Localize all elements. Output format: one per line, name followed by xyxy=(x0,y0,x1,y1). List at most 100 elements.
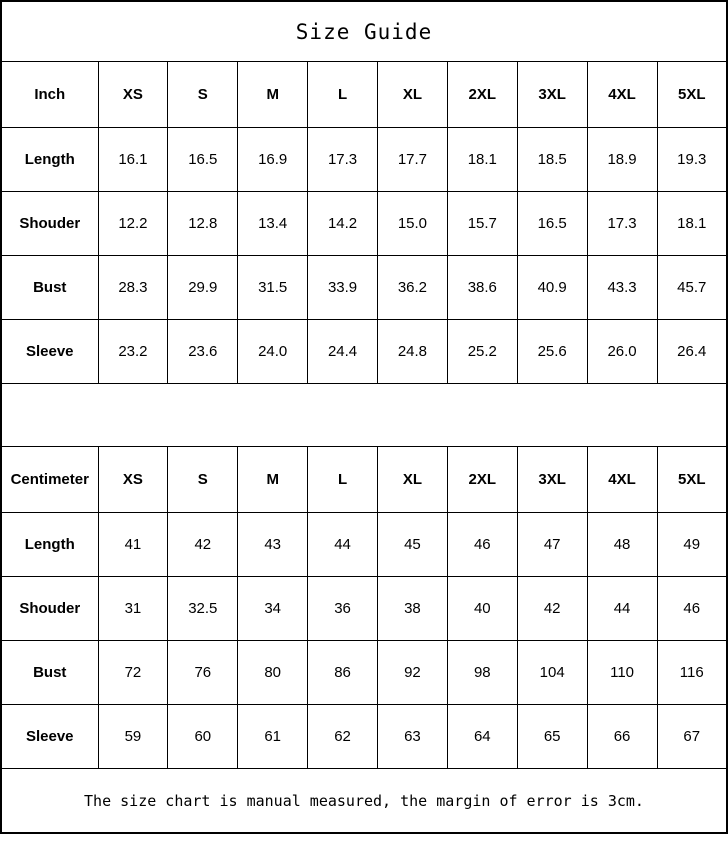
size-column-header: M xyxy=(237,446,309,513)
measurement-label: Length xyxy=(0,127,99,192)
size-column-header: 2XL xyxy=(446,446,518,513)
size-column-header: L xyxy=(307,446,378,513)
measurement-value: 34 xyxy=(237,576,309,641)
measurement-value: 12.2 xyxy=(97,191,169,256)
measurement-value: 42 xyxy=(516,576,588,641)
measurement-value: 16.9 xyxy=(237,127,309,192)
measurement-value: 62 xyxy=(307,704,378,769)
measurement-value: 17.3 xyxy=(586,191,658,256)
measurement-label: Sleeve xyxy=(0,704,99,769)
size-column-header: XS xyxy=(97,61,169,128)
inch-table-section: Inch XS S M L XL 2XL 3XL 4XL 5XL Length 16.1 16.5 16.… xyxy=(0,61,728,384)
size-column-header: 3XL xyxy=(516,61,588,128)
unit-header: Centimeter xyxy=(0,446,99,513)
spacer-cell xyxy=(0,383,728,447)
measurement-value: 67 xyxy=(656,704,728,769)
measurement-value: 45.7 xyxy=(656,255,728,320)
measurement-value: 86 xyxy=(307,640,378,705)
measurement-value: 44 xyxy=(586,576,658,641)
measurement-row: Sleeve 23.2 23.6 24.0 24.4 24.8 25.2 25.6 26.0 26… xyxy=(0,319,728,384)
spacer-row xyxy=(0,383,728,447)
size-column-header: XL xyxy=(377,446,448,513)
measurement-value: 15.7 xyxy=(446,191,518,256)
size-column-header: S xyxy=(167,446,239,513)
size-column-header: L xyxy=(307,61,378,128)
measurement-value: 24.4 xyxy=(307,319,378,384)
measurement-value: 60 xyxy=(167,704,239,769)
measurement-value: 40.9 xyxy=(516,255,588,320)
header-row: Centimeter XS S M L XL 2XL 3XL 4XL 5XL xyxy=(0,446,728,513)
measurement-value: 13.4 xyxy=(237,191,309,256)
measurement-row: Shouder 31 32.5 34 36 38 40 42 44 46 xyxy=(0,576,728,641)
measurement-label: Sleeve xyxy=(0,319,99,384)
measurement-value: 48 xyxy=(586,512,658,577)
footer-row: The size chart is manual measured, the m… xyxy=(0,768,728,834)
size-column-header: 4XL xyxy=(586,61,658,128)
measurement-row: Length 16.1 16.5 16.9 17.3 17.7 18.1 18.5 18.9 19… xyxy=(0,127,728,192)
measurement-value: 23.6 xyxy=(167,319,239,384)
measurement-label: Shouder xyxy=(0,191,99,256)
size-column-header: 4XL xyxy=(586,446,658,513)
measurement-value: 24.0 xyxy=(237,319,309,384)
measurement-value: 23.2 xyxy=(97,319,169,384)
measurement-value: 38.6 xyxy=(446,255,518,320)
measurement-value: 44 xyxy=(307,512,378,577)
measurement-value: 26.4 xyxy=(656,319,728,384)
measurement-value: 66 xyxy=(586,704,658,769)
measurement-value: 110 xyxy=(586,640,658,705)
measurement-value: 40 xyxy=(446,576,518,641)
measurement-value: 25.2 xyxy=(446,319,518,384)
size-column-header: 5XL xyxy=(656,61,728,128)
measurement-label: Bust xyxy=(0,255,99,320)
measurement-label: Shouder xyxy=(0,576,99,641)
measurement-value: 49 xyxy=(656,512,728,577)
measurement-value: 98 xyxy=(446,640,518,705)
measurement-value: 18.1 xyxy=(446,127,518,192)
measurement-value: 43.3 xyxy=(586,255,658,320)
measurement-value: 36 xyxy=(307,576,378,641)
measurement-row: Sleeve 59 60 61 62 63 64 65 66 67 xyxy=(0,704,728,769)
size-column-header: 3XL xyxy=(516,446,588,513)
measurement-value: 46 xyxy=(446,512,518,577)
measurement-row: Bust 28.3 29.9 31.5 33.9 36.2 38.6 40.9 43.3 45.7 xyxy=(0,255,728,320)
measurement-value: 31.5 xyxy=(237,255,309,320)
size-column-header: 5XL xyxy=(656,446,728,513)
measurement-value: 25.6 xyxy=(516,319,588,384)
footer-note: The size chart is manual measured, the m… xyxy=(0,768,728,834)
size-column-header: S xyxy=(167,61,239,128)
measurement-value: 76 xyxy=(167,640,239,705)
header-row: Inch XS S M L XL 2XL 3XL 4XL 5XL xyxy=(0,61,728,128)
measurement-value: 17.3 xyxy=(307,127,378,192)
measurement-value: 28.3 xyxy=(97,255,169,320)
measurement-value: 92 xyxy=(377,640,448,705)
measurement-row: Length 41 42 43 44 45 46 47 48 49 xyxy=(0,512,728,577)
measurement-value: 14.2 xyxy=(307,191,378,256)
measurement-value: 26.0 xyxy=(586,319,658,384)
measurement-value: 32.5 xyxy=(167,576,239,641)
size-column-header: M xyxy=(237,61,309,128)
measurement-row: Bust 72 76 80 86 92 98 104 110 116 xyxy=(0,640,728,705)
title-row: Size Guide xyxy=(0,0,728,62)
measurement-value: 65 xyxy=(516,704,588,769)
measurement-value: 45 xyxy=(377,512,448,577)
size-column-header: XL xyxy=(377,61,448,128)
measurement-value: 80 xyxy=(237,640,309,705)
measurement-value: 64 xyxy=(446,704,518,769)
measurement-value: 72 xyxy=(97,640,169,705)
measurement-value: 16.5 xyxy=(167,127,239,192)
measurement-value: 24.8 xyxy=(377,319,448,384)
measurement-value: 16.1 xyxy=(97,127,169,192)
measurement-value: 59 xyxy=(97,704,169,769)
measurement-value: 15.0 xyxy=(377,191,448,256)
measurement-value: 42 xyxy=(167,512,239,577)
measurement-value: 43 xyxy=(237,512,309,577)
size-column-header: XS xyxy=(97,446,169,513)
measurement-value: 17.7 xyxy=(377,127,448,192)
measurement-label: Length xyxy=(0,512,99,577)
measurement-value: 33.9 xyxy=(307,255,378,320)
measurement-value: 29.9 xyxy=(167,255,239,320)
measurement-value: 104 xyxy=(516,640,588,705)
measurement-value: 18.9 xyxy=(586,127,658,192)
centimeter-table-section: Centimeter XS S M L XL 2XL 3XL 4XL 5XL Length 41 42 4… xyxy=(0,446,728,769)
